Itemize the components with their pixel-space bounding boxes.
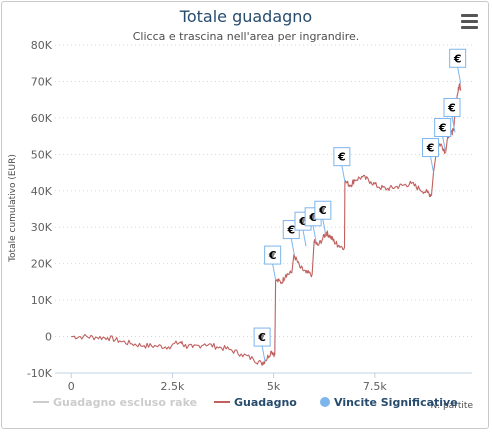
x-tick-label: 0 — [68, 380, 75, 393]
grid-layer — [55, 44, 472, 374]
euro-icon: € — [268, 249, 277, 262]
euro-icon: € — [453, 52, 462, 65]
significant-win-flag[interactable]: € — [253, 327, 271, 363]
axis-layer: -10K 0 10K 20K 30K 40K 50K 60K 70K 80K 0 2.5k 5k 7.5k — [27, 39, 472, 393]
legend-label[interactable]: Guadagno escluso rake — [53, 396, 197, 409]
significant-win-flag[interactable]: € — [434, 118, 452, 153]
legend: Guadagno escluso rake Guadagno Vincite Sig… — [33, 396, 458, 409]
significant-win-flag[interactable]: € — [264, 245, 282, 281]
chart-title: Totale guadagno — [179, 7, 312, 26]
x-tick-label: 5k — [267, 380, 281, 393]
euro-icon: € — [426, 142, 435, 155]
legend-label[interactable]: Guadagno — [234, 396, 297, 409]
y-tick-label: 40K — [31, 185, 53, 198]
y-axis-title: Totale cumulativo (EUR) — [8, 154, 18, 263]
flag-box[interactable] — [449, 48, 467, 68]
flag-stem — [290, 238, 295, 255]
euro-icon: € — [257, 331, 266, 344]
y-tick-label: -10K — [27, 367, 53, 380]
y-tick-label: 50K — [31, 148, 53, 161]
significant-win-flag[interactable]: € — [443, 97, 461, 133]
euro-icon: € — [298, 215, 307, 228]
flag-stem — [442, 136, 447, 153]
euro-icon: € — [337, 151, 346, 164]
euro-icon: € — [438, 122, 447, 135]
legend-item[interactable]: Guadagno escluso rake — [33, 396, 197, 409]
flag-stem — [272, 263, 277, 281]
flag-box[interactable] — [434, 118, 452, 138]
flag-stem — [312, 225, 317, 242]
flag-stem — [430, 156, 435, 173]
x-axis-title: N. partite — [431, 401, 474, 411]
flag-box[interactable] — [333, 147, 351, 167]
significant-win-flag[interactable]: € — [314, 200, 332, 236]
euro-icon: € — [447, 101, 456, 114]
flag-box[interactable] — [422, 138, 440, 158]
flag-stem — [451, 116, 456, 133]
x-tick-label: 2.5k — [160, 380, 184, 393]
legend-item[interactable]: Vincite Significative — [320, 396, 458, 409]
y-tick-label: 70K — [31, 75, 53, 88]
significant-win-flag[interactable]: € — [333, 147, 351, 182]
flag-stem — [322, 219, 327, 236]
y-tick-label: 60K — [31, 112, 53, 125]
euro-icon: € — [318, 204, 327, 217]
y-tick-label: 80K — [31, 39, 53, 52]
flag-stem — [261, 345, 266, 363]
flag-stem — [302, 230, 307, 247]
flag-stem — [341, 165, 346, 182]
y-tick-label: 30K — [31, 221, 53, 234]
hamburger-icon — [461, 14, 478, 29]
euro-icon: € — [286, 224, 295, 237]
y-tick-label: 20K — [31, 258, 53, 271]
legend-dot-symbol — [320, 397, 330, 407]
flag-box[interactable] — [314, 200, 332, 220]
chart-subtitle: Clicca e trascina nell'area per ingrandi… — [133, 30, 360, 43]
flag-box[interactable] — [253, 327, 271, 347]
flag-box[interactable] — [443, 97, 461, 117]
legend-label[interactable]: Vincite Significative — [334, 396, 458, 409]
plot-area[interactable] — [71, 82, 462, 366]
significant-win-flag[interactable]: € — [449, 48, 467, 84]
y-tick-label: 0 — [45, 331, 52, 344]
euro-icon: € — [308, 211, 317, 224]
series-line-guadagno[interactable] — [71, 82, 462, 366]
y-tick-label: 10K — [31, 294, 53, 307]
legend-item[interactable]: Guadagno — [214, 396, 297, 409]
significant-wins-flags[interactable]: €€€€ €€€€€€€ — [253, 48, 467, 363]
flag-stem — [457, 67, 462, 84]
flag-box[interactable] — [264, 245, 282, 265]
x-tick-label: 7.5k — [363, 380, 387, 393]
menu-button[interactable] — [456, 10, 482, 32]
significant-win-flag[interactable]: € — [422, 138, 440, 173]
